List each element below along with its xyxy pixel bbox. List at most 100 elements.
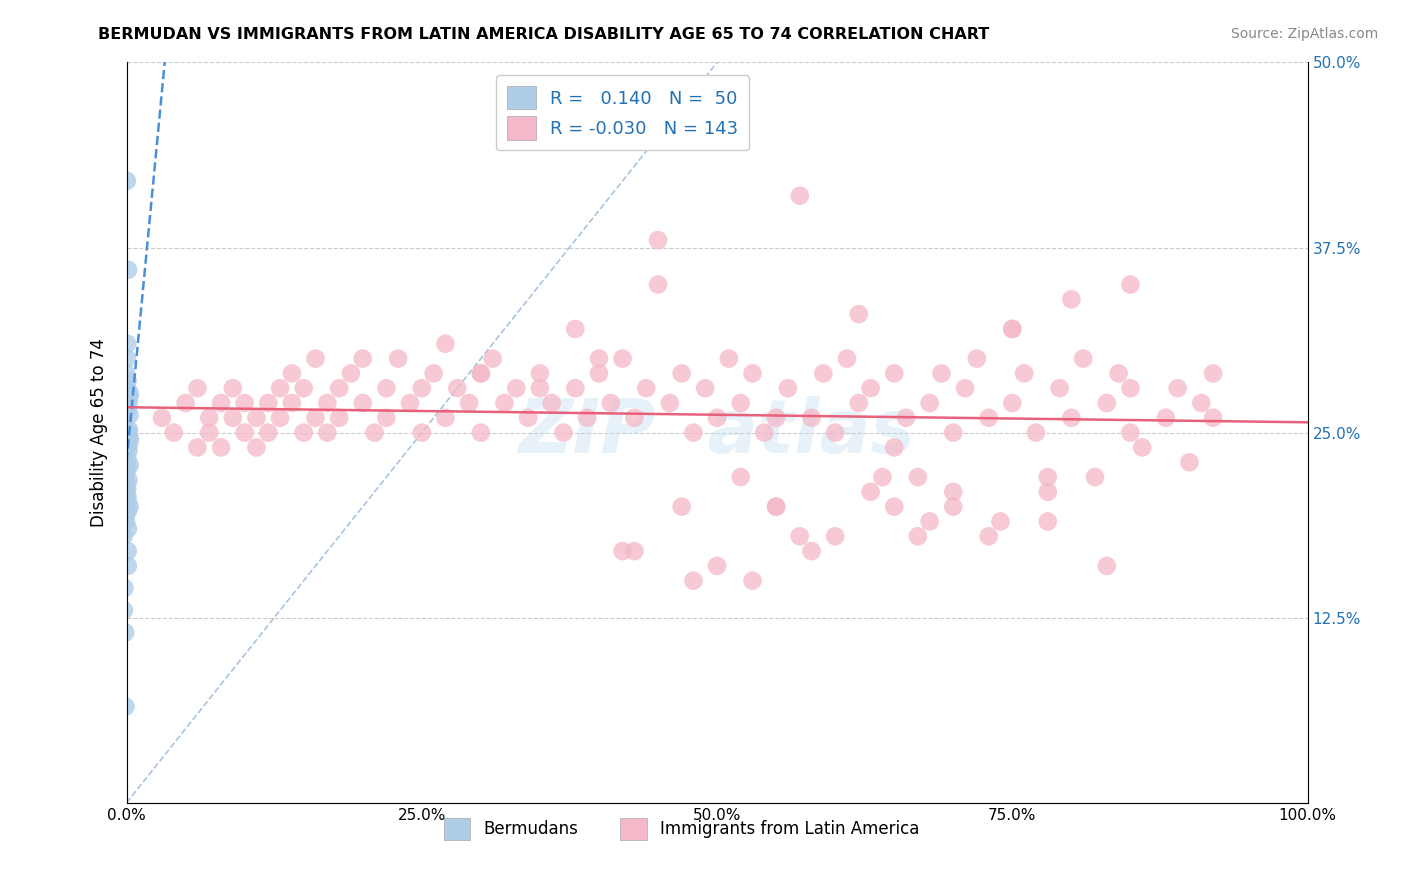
Point: [1167, 381, 1189, 395]
Point: [883, 367, 905, 381]
Point: [883, 441, 905, 455]
Point: [588, 367, 610, 381]
Point: [117, 425, 139, 440]
Point: [422, 367, 444, 381]
Point: [730, 470, 752, 484]
Point: [292, 381, 315, 395]
Point: [118, 408, 141, 422]
Point: [1060, 293, 1083, 307]
Point: [953, 381, 976, 395]
Point: [1202, 410, 1225, 425]
Point: [114, 625, 136, 640]
Point: [931, 367, 953, 381]
Point: [115, 515, 138, 529]
Point: [564, 381, 586, 395]
Point: [114, 581, 136, 595]
Point: [118, 385, 141, 400]
Point: [942, 484, 965, 499]
Point: [118, 428, 141, 442]
Point: [682, 425, 704, 440]
Point: [458, 396, 481, 410]
Point: [706, 410, 728, 425]
Point: [304, 410, 326, 425]
Point: [789, 529, 811, 543]
Point: [387, 351, 409, 366]
Point: [918, 396, 941, 410]
Point: [741, 367, 763, 381]
Point: [800, 544, 823, 558]
Point: [942, 500, 965, 514]
Point: [117, 452, 139, 467]
Point: [517, 410, 540, 425]
Point: [114, 392, 136, 407]
Point: [117, 443, 139, 458]
Point: [269, 410, 291, 425]
Point: [1143, 40, 1166, 54]
Point: [765, 410, 787, 425]
Point: [328, 381, 350, 395]
Point: [966, 351, 988, 366]
Point: [245, 441, 267, 455]
Point: [564, 322, 586, 336]
Point: [233, 425, 256, 440]
Point: [658, 396, 681, 410]
Point: [599, 396, 621, 410]
Point: [529, 367, 551, 381]
Point: [114, 699, 136, 714]
Point: [553, 425, 575, 440]
Point: [118, 433, 141, 447]
Point: [1119, 277, 1142, 292]
Point: [198, 410, 221, 425]
Point: [316, 425, 339, 440]
Point: [1095, 396, 1118, 410]
Point: [1178, 455, 1201, 469]
Point: [118, 458, 141, 473]
Point: [682, 574, 704, 588]
Point: [835, 351, 858, 366]
Point: [1202, 367, 1225, 381]
Point: [671, 367, 693, 381]
Point: [117, 497, 139, 511]
Point: [118, 388, 141, 402]
Text: ZIP  atlas: ZIP atlas: [519, 396, 915, 469]
Point: [375, 410, 398, 425]
Point: [1060, 410, 1083, 425]
Point: [115, 462, 138, 476]
Point: [222, 381, 245, 395]
Point: [1036, 515, 1059, 529]
Point: [304, 351, 326, 366]
Point: [470, 425, 492, 440]
Point: [411, 425, 433, 440]
Point: [114, 507, 136, 521]
Point: [115, 399, 138, 413]
Point: [800, 410, 823, 425]
Point: [434, 336, 457, 351]
Point: [990, 515, 1012, 529]
Point: [848, 307, 870, 321]
Point: [647, 277, 669, 292]
Point: [117, 262, 139, 277]
Point: [186, 381, 208, 395]
Point: [859, 381, 882, 395]
Point: [1108, 367, 1130, 381]
Point: [209, 441, 232, 455]
Point: [1025, 425, 1047, 440]
Point: [117, 336, 139, 351]
Point: [470, 367, 492, 381]
Point: [115, 351, 138, 366]
Point: [117, 492, 139, 507]
Point: [894, 410, 917, 425]
Point: [316, 396, 339, 410]
Point: [907, 529, 929, 543]
Point: [695, 381, 717, 395]
Point: [576, 410, 599, 425]
Point: [647, 233, 669, 247]
Point: [494, 396, 516, 410]
Point: [789, 188, 811, 202]
Point: [765, 500, 787, 514]
Point: [470, 367, 492, 381]
Point: [612, 351, 634, 366]
Point: [977, 529, 1000, 543]
Point: [706, 558, 728, 573]
Point: [623, 410, 645, 425]
